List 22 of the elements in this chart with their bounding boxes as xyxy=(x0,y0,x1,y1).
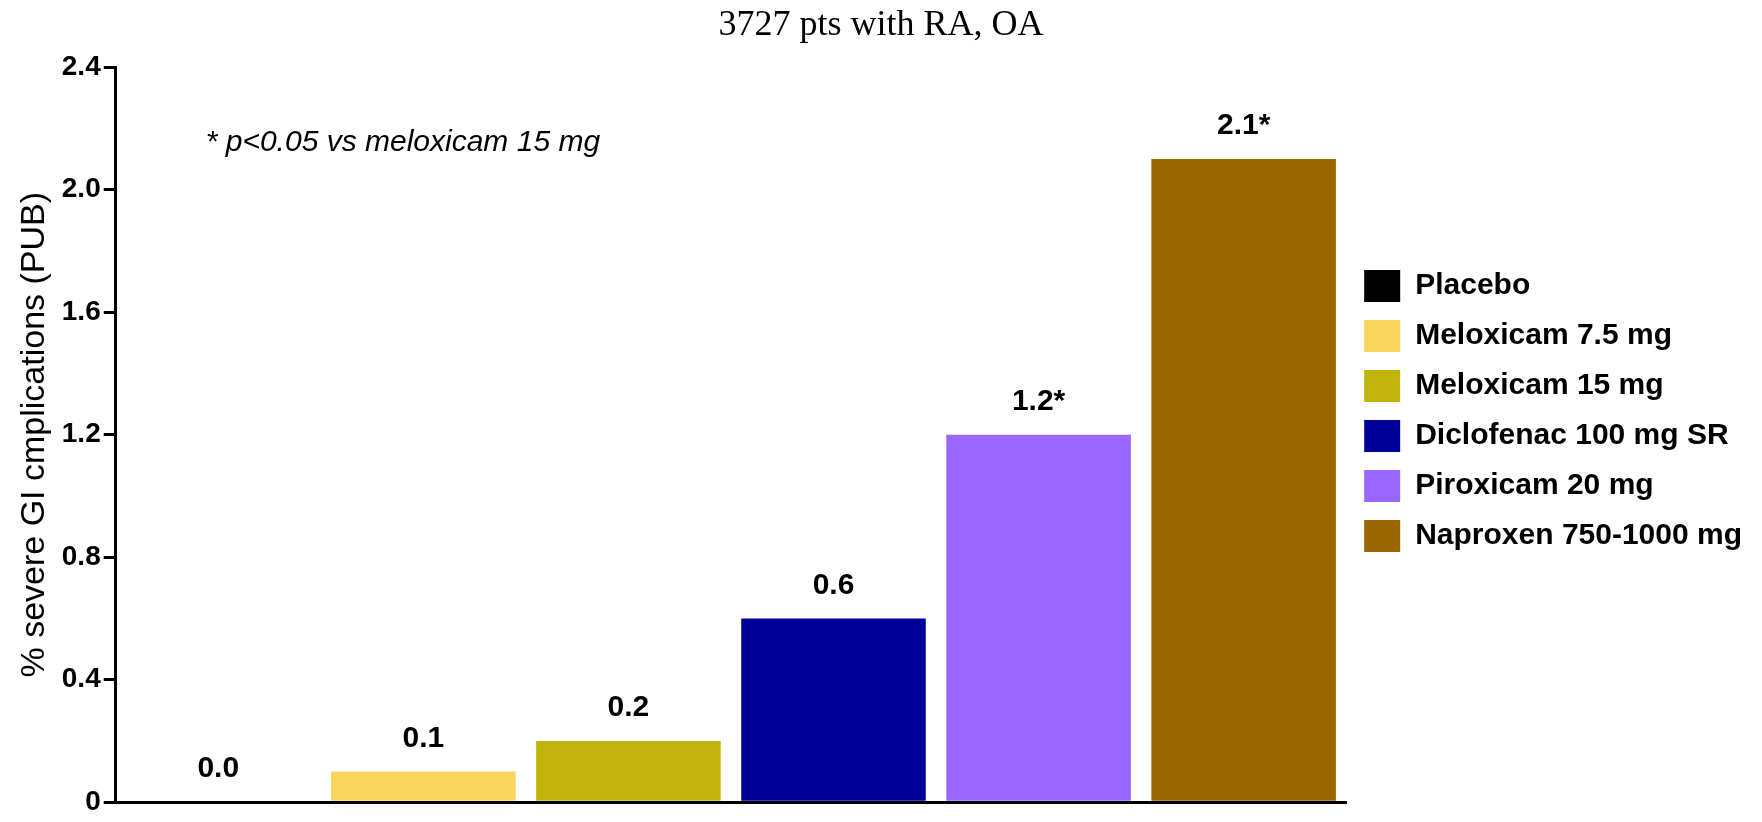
data-label: 0.6 xyxy=(812,566,855,600)
y-tick-label: 1.6 xyxy=(61,294,101,326)
y-tick-label: 0 xyxy=(85,784,101,816)
legend-label: Diclofenac 100 mg SR xyxy=(1415,417,1729,451)
data-label: 2.1* xyxy=(1216,107,1271,141)
legend-label: Meloxicam 7.5 mg xyxy=(1415,317,1672,351)
legend-label: Naproxen 750-1000 mg xyxy=(1415,517,1743,551)
legend-label: Meloxicam 15 mg xyxy=(1415,367,1664,401)
data-label: 0.2 xyxy=(607,689,650,723)
data-label: 0.1 xyxy=(402,719,445,753)
y-tick-label: 0.4 xyxy=(61,662,102,694)
y-tick-label: 0.8 xyxy=(61,539,101,571)
annotation: * p<0.05 vs meloxicam 15 mg xyxy=(205,123,601,157)
legend-label: Placebo xyxy=(1415,267,1531,301)
data-label: 0.0 xyxy=(197,750,240,784)
chart-title: 3727 pts with RA, OA xyxy=(718,3,1044,44)
y-tick-label: 1.2 xyxy=(61,417,101,449)
legend-label: Piroxicam 20 mg xyxy=(1415,467,1654,501)
y-tick-label: 2.4 xyxy=(61,49,102,81)
y-axis-title: % severe GI cmplications (PUB) xyxy=(12,191,51,678)
y-tick-label: 2.0 xyxy=(61,172,101,204)
data-label: 1.2* xyxy=(1011,382,1066,416)
